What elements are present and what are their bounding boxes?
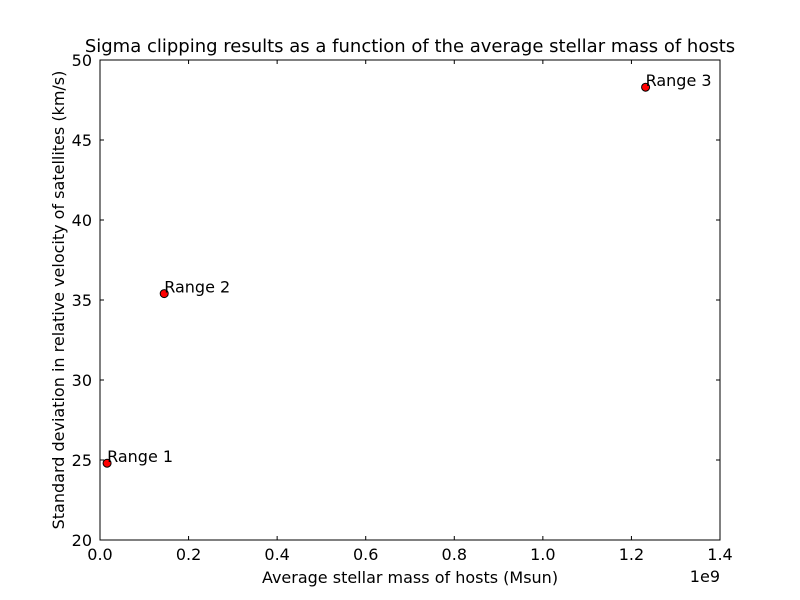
- x-tick-label: 1.2: [619, 545, 644, 564]
- data-point-label: Range 1: [107, 447, 173, 466]
- data-point-label: Range 2: [164, 278, 230, 297]
- y-tick-label: 30: [72, 371, 92, 390]
- x-tick-label: 0.8: [442, 545, 467, 564]
- x-tick-label: 1.4: [707, 545, 732, 564]
- x-tick-label: 1.0: [530, 545, 555, 564]
- data-point-marker: [159, 289, 169, 299]
- y-axis-label: Standard deviation in relative velocity …: [49, 71, 68, 530]
- x-axis-label: Average stellar mass of hosts (Msun): [262, 568, 558, 587]
- x-tick-label: 0.2: [176, 545, 201, 564]
- axis-ticks: 0.0 0.2 0.4 0.6 0.8 1.0 1.2 1.4 20 25 30 35 40 45 50: [72, 51, 733, 564]
- y-tick-label: 50: [72, 51, 92, 70]
- y-tick-label: 45: [72, 131, 92, 150]
- data-point-marker: [102, 458, 112, 468]
- data-points: Range 1 Range 2 Range 3: [102, 71, 712, 468]
- plot-frame: [99, 59, 721, 541]
- x-tick-label: 0.6: [353, 545, 378, 564]
- x-tick-label: 0.0: [87, 545, 112, 564]
- y-tick-label: 40: [72, 211, 92, 230]
- y-tick-label: 25: [72, 451, 92, 470]
- y-tick-label: 20: [72, 531, 92, 550]
- chart-title: Sigma clipping results as a function of …: [85, 36, 735, 57]
- y-tick-label: 35: [72, 291, 92, 310]
- x-offset-label: 1e9: [690, 567, 720, 586]
- data-point-marker: [641, 82, 651, 92]
- x-tick-label: 0.4: [264, 545, 289, 564]
- data-point-label: Range 3: [646, 71, 712, 90]
